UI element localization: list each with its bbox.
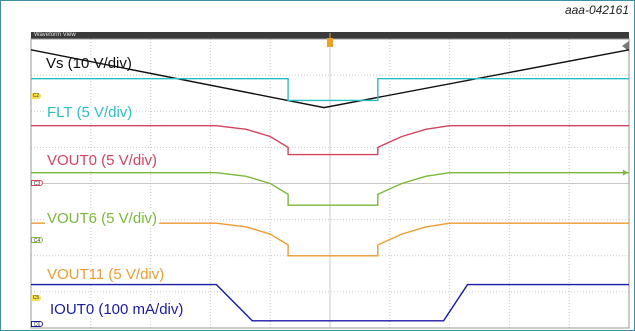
channel-label-flt: FLT (5 V/div) bbox=[45, 104, 135, 121]
channel-label-vout6: VOUT6 (5 V/div) bbox=[45, 210, 160, 227]
trigger-marker bbox=[327, 38, 333, 47]
channel-marker-iout0[interactable]: C6 bbox=[31, 321, 43, 328]
channel-label-vout0: VOUT0 (5 V/div) bbox=[45, 152, 160, 169]
channel-marker-flt[interactable]: C2 bbox=[31, 93, 41, 99]
waveform-vout11 bbox=[31, 222, 629, 257]
waveform-iout0 bbox=[31, 283, 629, 322]
waveform-vout6 bbox=[31, 172, 629, 206]
channel-marker-vout11[interactable]: C5 bbox=[31, 295, 41, 301]
channel-marker-vout6[interactable]: C4 bbox=[31, 237, 43, 244]
channel-label-iout0: IOUT0 (100 mA/div) bbox=[48, 301, 186, 318]
figure-id: aaa-042161 bbox=[564, 3, 629, 17]
channel-label-vout11: VOUT11 (5 V/div) bbox=[45, 266, 167, 283]
channel-marker-vout0[interactable]: C3 bbox=[31, 180, 43, 187]
waveform-view-label: Waveform View bbox=[34, 32, 76, 38]
waveform-vout0 bbox=[31, 125, 629, 156]
waveform-flt bbox=[31, 78, 629, 102]
right-level-marker bbox=[622, 41, 629, 51]
channel-label-vs: Vs (10 V/div) bbox=[46, 55, 132, 72]
waveform-vs bbox=[30, 49, 630, 109]
